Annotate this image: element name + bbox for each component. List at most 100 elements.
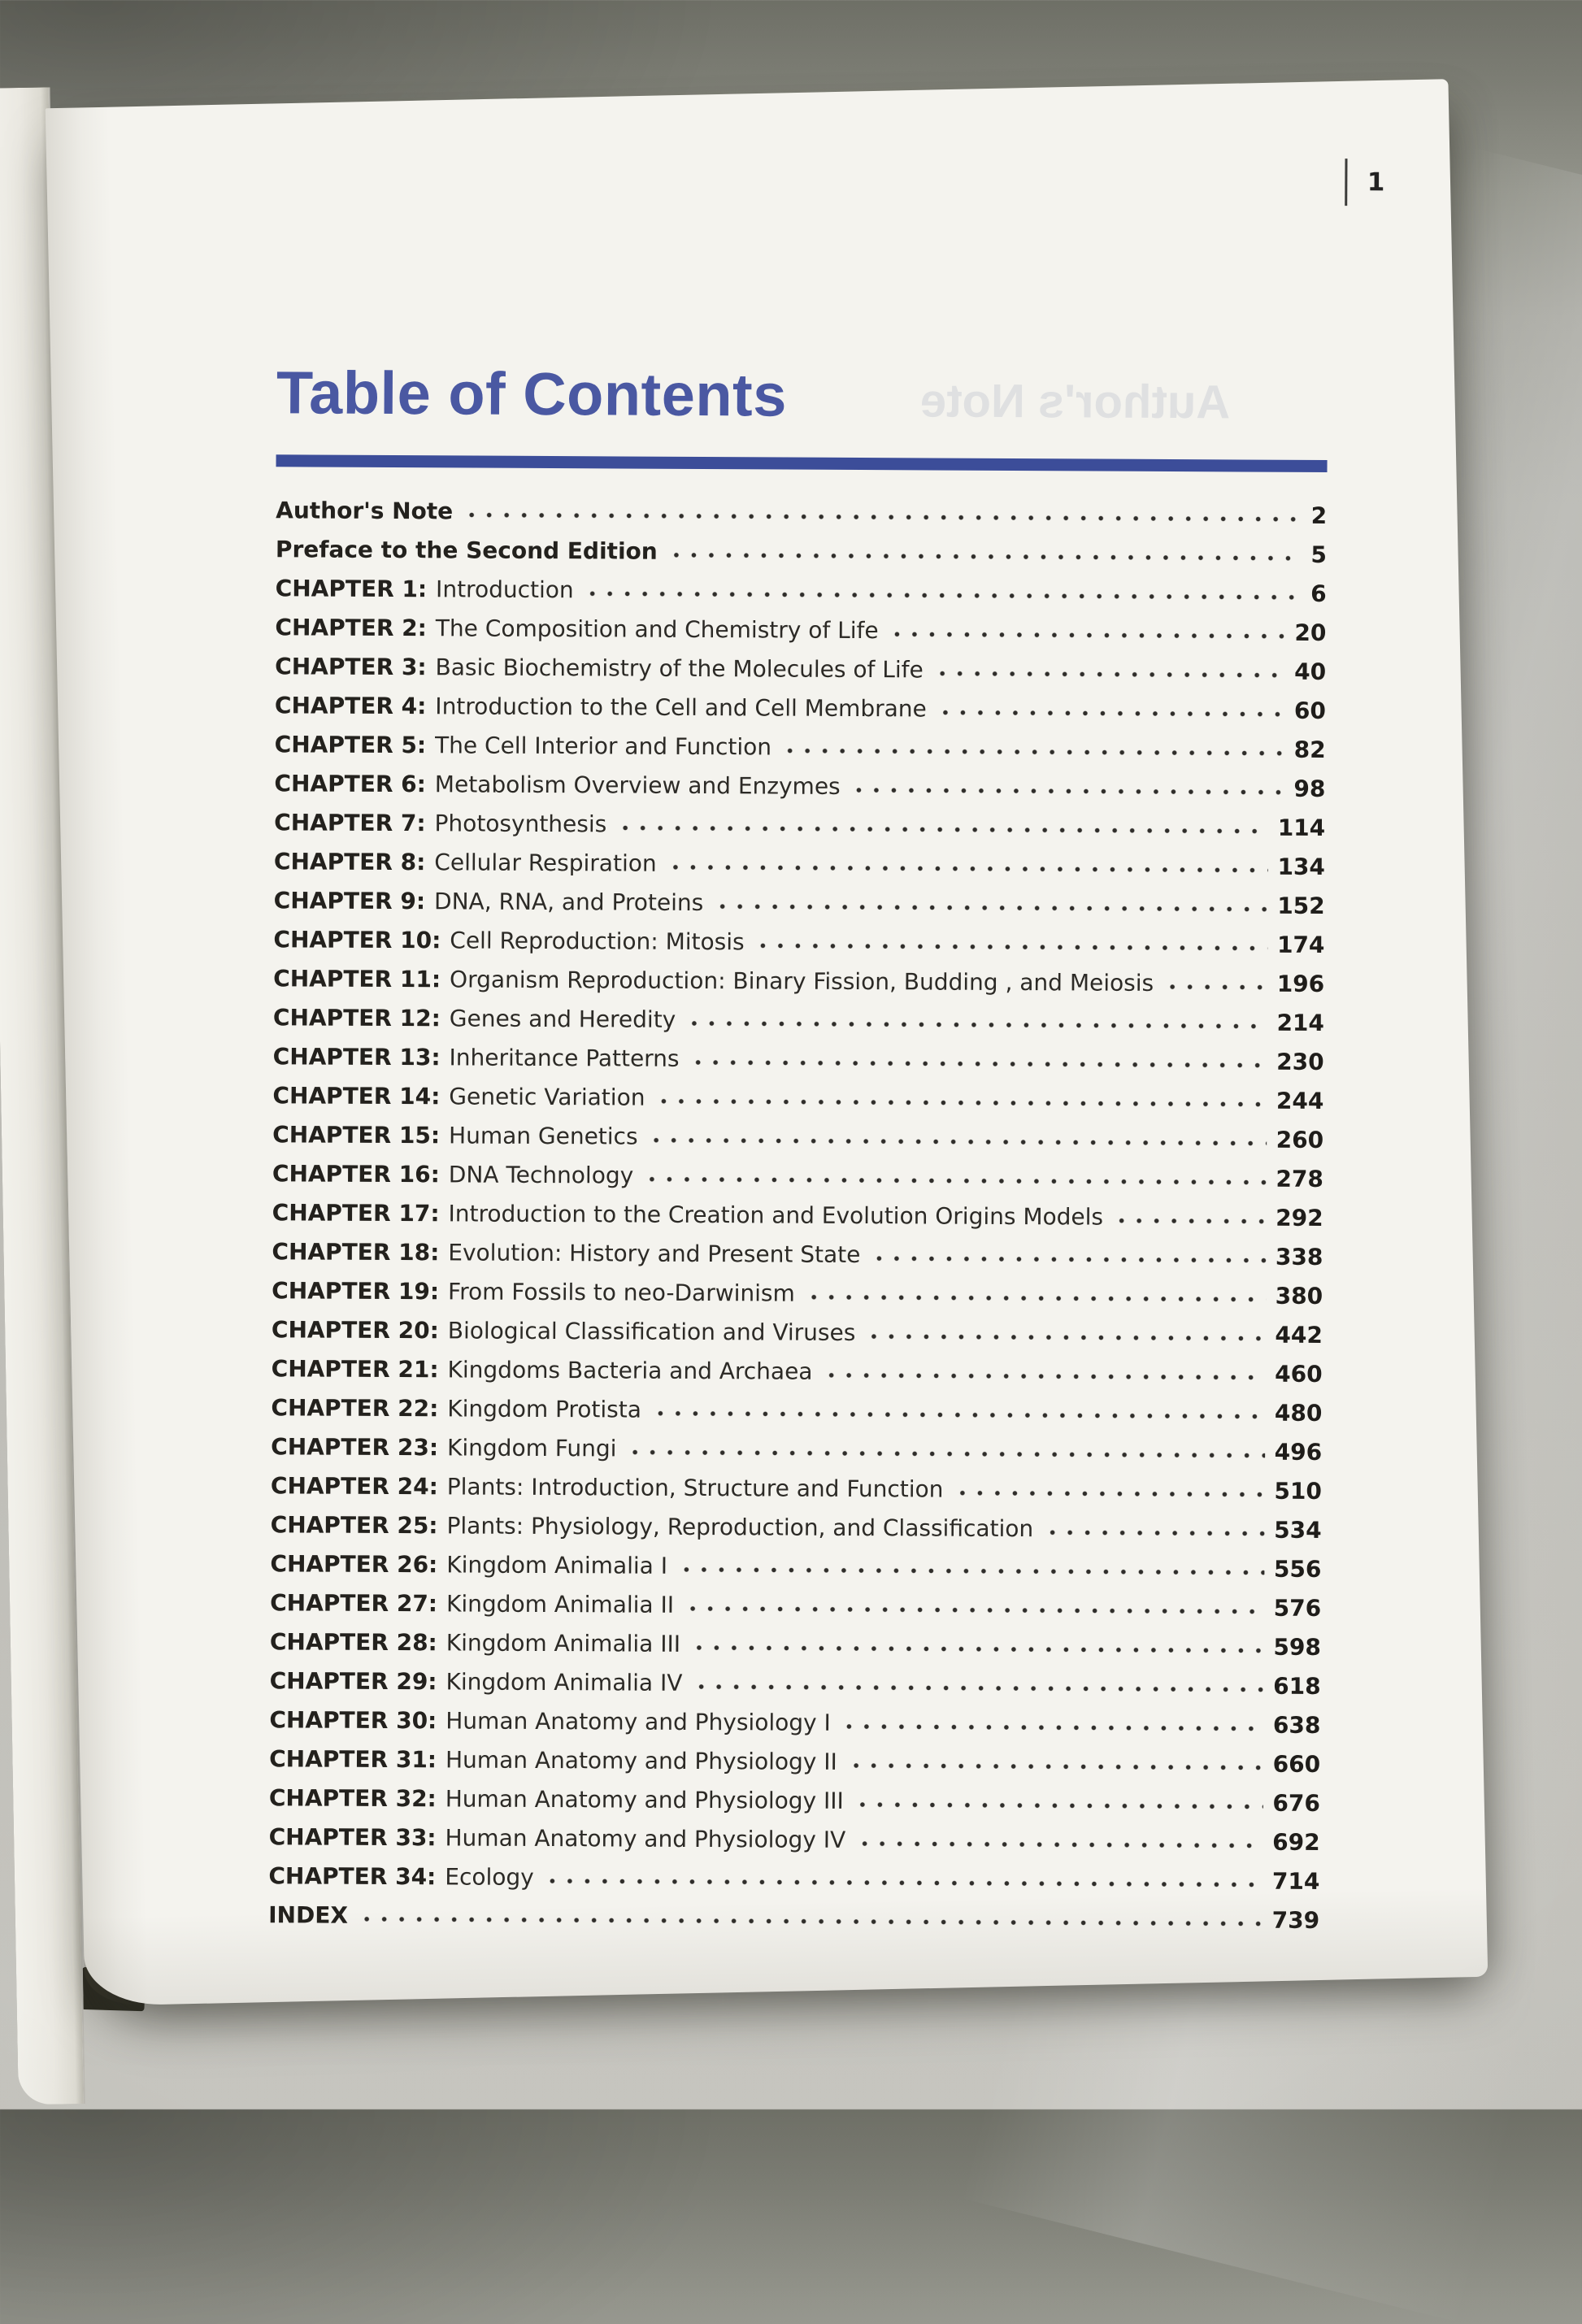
toc-list: Author's Note 2 Preface to the Second Ed… (268, 491, 1327, 1940)
toc-entry-title: Human Genetics (448, 1122, 638, 1150)
toc-entry-title: The Cell Interior and Function (435, 732, 772, 761)
dot-leader (359, 1898, 1263, 1928)
toc-entry: CHAPTER 18: Evolution: History and Prese… (272, 1232, 1323, 1277)
toc-entry-label: CHAPTER 27: (270, 1589, 438, 1618)
toc-entry-label: CHAPTER 10: (273, 926, 441, 954)
toc-entry-label: CHAPTER 14: (272, 1082, 441, 1110)
page-number-divider (1345, 159, 1348, 206)
toc-entry-label: CHAPTER 2: (275, 614, 427, 642)
toc-entry-label: CHAPTER 19: (272, 1277, 440, 1305)
toc-entry-title: From Fossils to neo-Darwinism (447, 1278, 795, 1307)
toc-entry-title: Plants: Introduction, Structure and Func… (446, 1473, 944, 1503)
toc-entry: CHAPTER 3: Basic Biochemistry of the Mol… (275, 647, 1326, 692)
toc-entry-label: CHAPTER 12: (272, 1004, 441, 1032)
toc-entry-label: CHAPTER 11: (273, 965, 441, 993)
book: 1 Table of Contents Author's Note Author… (0, 79, 1489, 2105)
toc-entry-page: 380 (1275, 1282, 1323, 1310)
toc-entry: CHAPTER 31: Human Anatomy and Physiology… (269, 1740, 1320, 1784)
dot-leader (692, 1627, 1264, 1655)
toc-entry: CHAPTER 8: Cellular Respiration 134 (274, 842, 1325, 887)
toc-entry: CHAPTER 33: Human Anatomy and Physiology… (269, 1818, 1320, 1862)
page-number: 1 (1345, 159, 1385, 206)
toc-entry-page: 278 (1276, 1165, 1324, 1193)
toc-entry-title: Genes and Heredity (449, 1005, 676, 1033)
toc-entry-label: CHAPTER 5: (274, 731, 427, 759)
toc-entry-page: 20 (1294, 619, 1327, 647)
toc-entry: CHAPTER 27: Kingdom Animalia II 576 (270, 1583, 1321, 1628)
toc-entry: CHAPTER 22: Kingdom Protista 480 (271, 1388, 1323, 1433)
toc-entry: Author's Note 2 (276, 491, 1327, 536)
toc-entry: Preface to the Second Edition 5 (276, 530, 1327, 575)
toc-entry-page: 40 (1294, 658, 1327, 686)
toc-entry-page: 134 (1277, 853, 1326, 881)
toc-entry: CHAPTER 10: Cell Reproduction: Mitosis 1… (273, 920, 1325, 965)
toc-entry-title: Plants: Physiology, Reproduction, and Cl… (446, 1512, 1034, 1543)
toc-entry-label: Author's Note (276, 497, 454, 525)
dot-leader (934, 653, 1285, 680)
toc-entry-title: DNA Technology (448, 1161, 634, 1189)
toc-entry-label: CHAPTER 16: (272, 1160, 440, 1188)
dot-leader (848, 1744, 1263, 1772)
toc-entry-page: 338 (1275, 1243, 1323, 1271)
toc-entry-page: 739 (1271, 1906, 1320, 1934)
toc-entry: CHAPTER 17: Introduction to the Creation… (272, 1193, 1323, 1238)
toc-entry: CHAPTER 4: Introduction to the Cell and … (275, 686, 1326, 731)
toc-entry-label: CHAPTER 6: (274, 770, 426, 798)
toc-entry-title: Human Anatomy and Physiology II (445, 1746, 837, 1775)
toc-entry-page: 460 (1275, 1360, 1323, 1388)
toc-entry-label: CHAPTER 28: (269, 1628, 437, 1657)
dot-leader (656, 1080, 1267, 1109)
toc-entry-title: Introduction to the Cell and Cell Membra… (435, 693, 927, 723)
dot-leader (937, 692, 1285, 719)
toc-entry-title: Kingdom Animalia I (446, 1551, 668, 1579)
toc-entry-label: CHAPTER 25: (270, 1511, 438, 1540)
dot-leader (693, 1666, 1264, 1694)
toc-entry: CHAPTER 34: Ecology 714 (268, 1857, 1319, 1901)
toc-entry-label: CHAPTER 8: (273, 848, 426, 876)
title-row: Table of Contents Author's Note (276, 358, 1328, 432)
dot-leader (628, 1431, 1265, 1460)
toc-entry: CHAPTER 28: Kingdom Animalia III 598 (270, 1622, 1321, 1667)
toc-entry-title: Kingdom Animalia III (445, 1629, 681, 1657)
toc-entry-title: Ecology (445, 1863, 534, 1891)
toc-entry-title: The Composition and Chemistry of Life (435, 615, 879, 645)
toc-entry-label: CHAPTER 13: (272, 1043, 441, 1071)
toc-entry-label: CHAPTER 7: (274, 809, 426, 837)
toc-entry-label: Preface to the Second Edition (275, 536, 658, 565)
toc-entry-title: Kingdom Fungi (446, 1434, 617, 1462)
toc-entry-title: Basic Biochemistry of the Molecules of L… (435, 654, 924, 684)
dot-leader (645, 1158, 1267, 1187)
toc-entry-page: 196 (1276, 970, 1325, 998)
dot-leader (687, 1002, 1267, 1031)
dot-leader (854, 1784, 1263, 1811)
toc-entry-page: 692 (1272, 1828, 1320, 1856)
toc-entry: CHAPTER 5: The Cell Interior and Functio… (275, 725, 1326, 770)
toc-entry-page: 260 (1276, 1126, 1324, 1154)
toc-entry-title: Kingdoms Bacteria and Archaea (447, 1356, 813, 1385)
toc-entry-title: Kingdom Animalia IV (445, 1668, 683, 1696)
toc-entry-page: 2 (1310, 502, 1328, 530)
toc-entry-page: 60 (1293, 697, 1327, 725)
toc-entry-title: Photosynthesis (434, 810, 607, 838)
dot-leader (715, 886, 1268, 914)
toc-entry-title: Kingdom Animalia II (445, 1590, 675, 1618)
toc-entry-page: 292 (1276, 1204, 1323, 1232)
toc-entry: CHAPTER 32: Human Anatomy and Physiology… (269, 1779, 1320, 1823)
dot-leader (690, 1041, 1267, 1070)
toc-entry-page: 676 (1272, 1789, 1320, 1817)
toc-entry-label: CHAPTER 24: (270, 1472, 438, 1501)
toc-entry-page: 638 (1272, 1711, 1321, 1739)
dot-leader (1045, 1512, 1265, 1538)
toc-entry: CHAPTER 14: Genetic Variation 244 (272, 1076, 1324, 1121)
dot-leader (851, 769, 1284, 797)
toc-entry-title: Cellular Respiration (434, 849, 657, 877)
toc-entry-title: DNA, RNA, and Proteins (434, 888, 704, 917)
toc-entry-label: CHAPTER 15: (272, 1121, 441, 1149)
toc-entry-label: CHAPTER 20: (271, 1316, 439, 1344)
dot-leader (649, 1119, 1267, 1148)
toc-entry-label: INDEX (268, 1901, 349, 1929)
toc-entry: CHAPTER 20: Biological Classification an… (272, 1310, 1323, 1355)
toc-entry-label: CHAPTER 34: (268, 1862, 437, 1891)
toc-entry: CHAPTER 1: Introduction 6 (276, 569, 1327, 614)
page-title: Table of Contents (276, 358, 788, 429)
